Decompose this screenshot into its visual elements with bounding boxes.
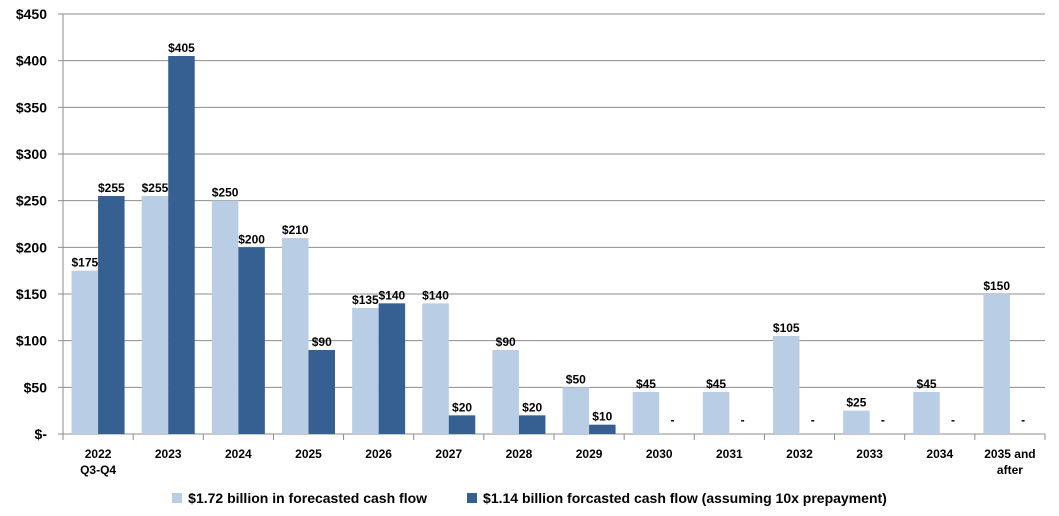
bar-series-1	[141, 196, 169, 434]
x-category-label: after	[997, 463, 1023, 477]
data-label-series-1: $140	[422, 288, 449, 302]
cash-flow-bar-chart: $- $50 $100 $150 $200 $250 $300 $350 $400 $450 $17…	[16, 6, 1046, 477]
data-label-series-1: $175	[71, 256, 98, 270]
bar-series-1	[632, 392, 660, 434]
data-label-series-2: -	[670, 413, 674, 427]
legend-item-series-1: $1.72 billion in forecasted cash flow	[172, 490, 427, 506]
bar-series-1	[983, 294, 1010, 434]
x-category-label: 2035 and	[984, 447, 1035, 461]
data-label-series-1: $135	[352, 293, 379, 307]
bar-series-2	[378, 303, 406, 434]
x-category-label: 2029	[576, 447, 603, 461]
x-category-label: 2031	[716, 447, 743, 461]
bar-series-1	[71, 270, 99, 434]
data-label-series-1: $45	[636, 377, 656, 391]
x-category-label: 2027	[435, 447, 462, 461]
x-category-label: 2025	[295, 447, 322, 461]
bar-series-1	[352, 308, 379, 434]
data-label-series-2: -	[811, 413, 815, 427]
bar-series-2	[589, 424, 616, 434]
y-tick-label: $400	[16, 53, 47, 69]
x-category-label: 2033	[856, 447, 883, 461]
data-label-series-2: -	[1021, 413, 1025, 427]
data-label-series-2: $200	[238, 232, 265, 246]
data-label-series-1: $45	[706, 377, 726, 391]
data-label-series-2: -	[741, 413, 745, 427]
bar-series-2	[308, 350, 335, 434]
y-tick-label: $150	[16, 286, 47, 302]
bar-series-2	[518, 415, 546, 434]
bar-series-2	[448, 415, 476, 434]
legend-swatch-series-2	[467, 493, 478, 503]
x-category-label: 2034	[926, 447, 953, 461]
y-tick-label: $300	[16, 146, 47, 162]
data-label-series-1: $255	[142, 181, 169, 195]
bar-series-1	[562, 387, 590, 434]
chart-legend: $1.72 billion in forecasted cash flow $1…	[0, 486, 1059, 510]
x-category-label: 2030	[646, 447, 673, 461]
bar-series-2	[238, 247, 265, 434]
data-label-series-1: $45	[917, 377, 937, 391]
x-category-label: 2022	[85, 447, 112, 461]
bar-series-2	[98, 196, 125, 434]
data-label-series-2: $90	[312, 335, 332, 349]
data-label-series-2: -	[881, 413, 885, 427]
bar-series-1	[913, 392, 940, 434]
bar-series-1	[702, 392, 730, 434]
legend-label-series-2: $1.14 billion forcasted cash flow (assum…	[483, 490, 887, 506]
x-category-label: 2024	[225, 447, 252, 461]
data-label-series-1: $150	[983, 279, 1010, 293]
y-tick-label: $100	[16, 333, 47, 349]
x-category-label: 2028	[506, 447, 533, 461]
data-label-series-1: $50	[566, 372, 586, 386]
data-label-series-2: $255	[98, 181, 125, 195]
bar-series-1	[282, 238, 309, 434]
y-tick-label: $-	[35, 426, 48, 442]
data-label-series-2: $20	[452, 400, 472, 414]
data-label-series-2: -	[951, 413, 955, 427]
x-category-label: Q3-Q4	[80, 463, 116, 477]
data-label-series-1: $90	[496, 335, 516, 349]
bar-series-2	[168, 56, 195, 434]
data-label-series-2: $405	[168, 41, 195, 55]
legend-item-series-2: $1.14 billion forcasted cash flow (assum…	[467, 490, 887, 506]
x-category-label: 2023	[155, 447, 182, 461]
y-tick-label: $350	[16, 99, 47, 115]
x-category-label: 2032	[786, 447, 813, 461]
y-tick-label: $200	[16, 239, 47, 255]
bar-series-1	[492, 350, 519, 434]
bar-series-1	[773, 336, 800, 434]
data-label-series-1: $25	[846, 396, 866, 410]
y-tick-label: $50	[24, 379, 48, 395]
bar-series-1	[843, 410, 870, 434]
data-label-series-2: $140	[379, 288, 406, 302]
legend-swatch-series-1	[172, 493, 183, 503]
y-tick-label: $250	[16, 193, 47, 209]
x-category-label: 2026	[365, 447, 392, 461]
data-label-series-1: $105	[773, 321, 800, 335]
data-label-series-2: $20	[522, 400, 542, 414]
bar-series-1	[211, 200, 239, 434]
y-tick-label: $450	[16, 6, 47, 22]
legend-label-series-1: $1.72 billion in forecasted cash flow	[188, 490, 428, 506]
data-label-series-2: $10	[592, 410, 612, 424]
data-label-series-1: $250	[212, 186, 239, 200]
bar-series-1	[422, 303, 449, 434]
data-label-series-1: $210	[282, 223, 309, 237]
